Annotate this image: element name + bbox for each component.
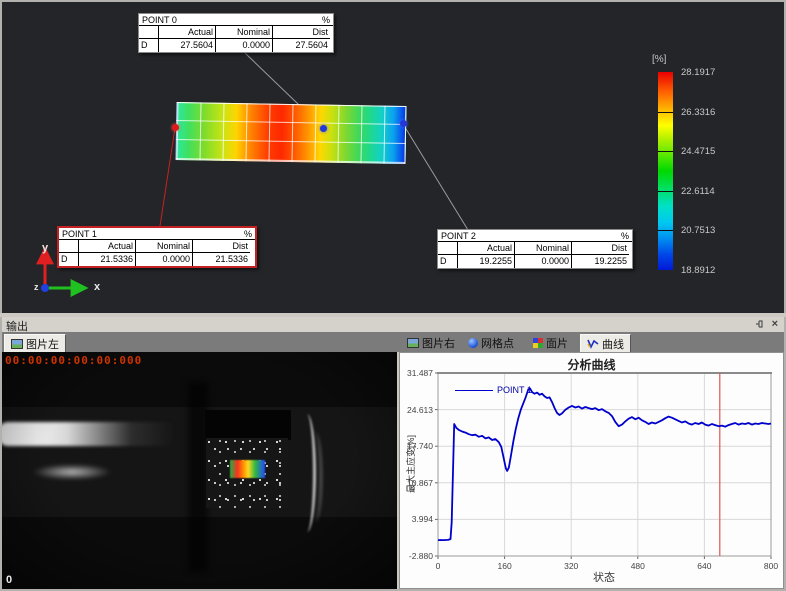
legend-tick-label: 20.7513 [681, 225, 715, 236]
legend-tick-mark [658, 151, 673, 152]
legend-tick-mark [658, 230, 673, 231]
y-tick-label: 3.994 [400, 514, 433, 524]
legend-tick-label: 24.4715 [681, 146, 715, 157]
y-tick-label: 17.740 [400, 441, 433, 451]
x-tick-label: 800 [756, 561, 786, 571]
viewport-3d[interactable]: POINT 0 % Actual Nominal Dist D 27.5604 … [2, 2, 784, 313]
tab-curve[interactable]: 曲线 [580, 334, 631, 352]
y-tick-label: 31.487 [400, 368, 433, 378]
plot-border [438, 373, 771, 556]
tab-strip: 图片左 图片右 网格点 面片 曲线 [2, 332, 784, 352]
row-label: D [139, 39, 159, 52]
point-0-unit: % [322, 15, 330, 25]
col-nominal: Nominal [515, 242, 572, 255]
actual-value: 19.2255 [458, 255, 515, 268]
point-2-table[interactable]: POINT 2 % Actual Nominal Dist D 19.2255 … [437, 229, 633, 269]
legend-entry-point1: POINT 1 [497, 385, 532, 395]
specimen-strain-mesh[interactable] [176, 102, 407, 164]
close-icon[interactable]: × [772, 318, 778, 330]
col-actual: Actual [159, 26, 216, 39]
x-tick-label: 640 [689, 561, 719, 571]
nominal-value: 0.0000 [216, 39, 273, 52]
measurement-point-2[interactable] [400, 120, 407, 127]
row-label: D [438, 255, 458, 268]
col-nominal: Nominal [136, 240, 193, 253]
z-axis-triad-label: z [34, 282, 39, 292]
corner-cell [438, 242, 458, 255]
col-nominal: Nominal [216, 26, 273, 39]
nominal-value: 0.0000 [515, 255, 572, 268]
legend-tick-label: 22.6114 [681, 186, 715, 197]
app-window: POINT 0 % Actual Nominal Dist D 27.5604 … [0, 0, 786, 591]
point-2-name: POINT 2 [441, 231, 476, 241]
x-axis-triad-label: x [94, 281, 100, 293]
col-dist: Dist [193, 240, 250, 253]
tab-curve-label: 曲线 [602, 336, 624, 352]
tab-patch[interactable]: 面片 [527, 334, 574, 352]
legend-colorbar [658, 72, 673, 270]
y-tick-label: 10.867 [400, 478, 433, 488]
legend-unit: [%] [652, 54, 666, 65]
dist-value: 27.5604 [273, 39, 330, 52]
leader-line-point1 [160, 128, 175, 226]
grid-point-icon [468, 338, 478, 348]
chart-legend: POINT 1 [455, 385, 532, 395]
tab-image-right[interactable]: 图片右 [401, 334, 461, 352]
x-tick-label: 480 [623, 561, 653, 571]
point-0-table[interactable]: POINT 0 % Actual Nominal Dist D 27.5604 … [138, 13, 334, 53]
col-dist: Dist [273, 26, 330, 39]
camera-image-left[interactable]: 00:00:00:00:00:000 0 [2, 352, 397, 589]
actual-value: 27.5604 [159, 39, 216, 52]
col-actual: Actual [458, 242, 515, 255]
x-tick-label: 320 [556, 561, 586, 571]
point-1-unit: % [244, 229, 252, 239]
y-axis-triad-label: y [42, 242, 48, 254]
legend-line-sample [455, 390, 493, 391]
point-0-name: POINT 0 [142, 15, 177, 25]
timestamp: 00:00:00:00:00:000 [5, 354, 142, 367]
dist-value: 19.2255 [572, 255, 629, 268]
z-axis-dot [41, 284, 49, 292]
legend-tick-label: 18.8912 [681, 265, 715, 276]
frame-number: 0 [6, 574, 12, 586]
measurement-point-0[interactable] [320, 125, 327, 132]
nominal-value: 0.0000 [136, 253, 193, 266]
picture-icon [11, 339, 23, 349]
col-dist: Dist [572, 242, 629, 255]
leader-line-point2 [403, 124, 468, 230]
tab-patch-label: 面片 [546, 335, 568, 351]
x-tick-label: 0 [423, 561, 453, 571]
picture-icon [407, 338, 419, 348]
axis-triad [30, 238, 100, 300]
y-tick-label: -2.880 [400, 551, 433, 561]
legend-tick-mark [658, 191, 673, 192]
legend-tick-label: 28.1917 [681, 67, 715, 78]
corner-cell [139, 26, 159, 39]
tab-grid-points-label: 网格点 [481, 335, 514, 351]
patch-icon [533, 338, 543, 348]
output-panel-titlebar: 输出 × [2, 317, 784, 332]
point-2-unit: % [621, 231, 629, 241]
curve-icon [587, 338, 599, 349]
legend-tick-label: 26.3316 [681, 107, 715, 118]
tab-image-left[interactable]: 图片左 [4, 334, 66, 352]
dist-value: 21.5336 [193, 253, 250, 266]
curve-point1 [438, 388, 771, 540]
tab-grid-points[interactable]: 网格点 [462, 334, 520, 352]
tab-image-left-label: 图片左 [26, 336, 59, 352]
x-tick-label: 160 [490, 561, 520, 571]
camera-vignette [2, 352, 397, 589]
y-tick-label: 24.613 [400, 405, 433, 415]
pin-icon[interactable] [755, 319, 765, 329]
measurement-point-1[interactable] [172, 124, 179, 131]
legend-tick-mark [658, 112, 673, 113]
analysis-chart-panel: 分析曲线 最大主应变[%] 状态 POINT 1 31.48724.61317.… [399, 352, 784, 589]
tab-image-right-label: 图片右 [422, 335, 455, 351]
